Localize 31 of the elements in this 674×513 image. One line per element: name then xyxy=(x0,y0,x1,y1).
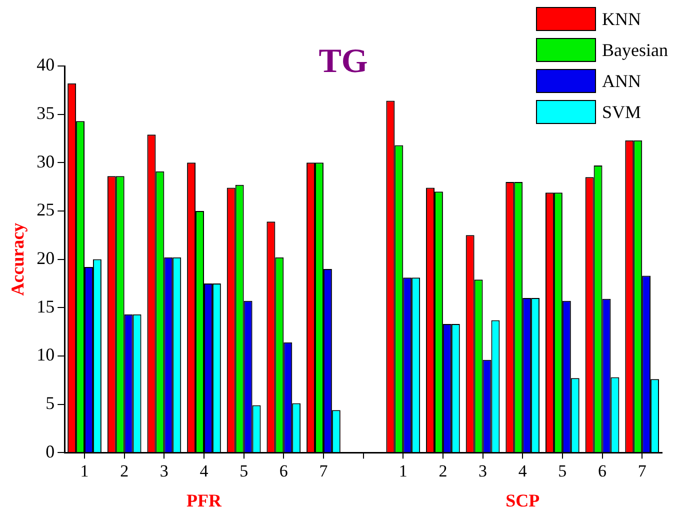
x-tick-label: 5 xyxy=(558,461,567,480)
x-tick-label: 7 xyxy=(638,461,647,480)
y-tick-label: 15 xyxy=(36,296,55,316)
x-tick-label: 1 xyxy=(80,461,89,480)
y-tick-label: 10 xyxy=(36,344,55,365)
x-tick-label: 5 xyxy=(240,461,248,480)
y-axis-title: Accuracy xyxy=(7,222,28,296)
chart-title: TG xyxy=(318,42,368,80)
x-tick-label: 4 xyxy=(200,461,209,480)
y-tick-label: 25 xyxy=(36,200,55,220)
legend-label: ANN xyxy=(602,70,642,92)
text: SCP xyxy=(506,490,540,511)
legend-label: Bayesian xyxy=(602,40,668,60)
text: PFR xyxy=(186,490,222,511)
legend-label: SVM xyxy=(602,102,642,122)
x-tick-label: 6 xyxy=(598,461,607,480)
legend-label: KNN xyxy=(602,8,642,30)
y-tick-label: 35 xyxy=(36,103,55,124)
x-tick-label: 3 xyxy=(160,461,168,480)
x-tick-label: 7 xyxy=(319,461,328,480)
x-tick-label: 2 xyxy=(120,461,129,480)
x-tick-label: 2 xyxy=(438,461,448,480)
y-tick-label: 20 xyxy=(36,248,55,268)
y-tick-label: 30 xyxy=(36,151,55,172)
x-tick-label: 6 xyxy=(279,461,288,480)
y-tick-label: 40 xyxy=(36,54,55,75)
x-tick-label: 4 xyxy=(518,461,528,480)
y-tick-label: 5 xyxy=(46,393,55,414)
y-tick-label: 0 xyxy=(46,441,55,462)
x-tick-label: 3 xyxy=(478,461,488,480)
x-tick-label: 1 xyxy=(398,461,408,480)
